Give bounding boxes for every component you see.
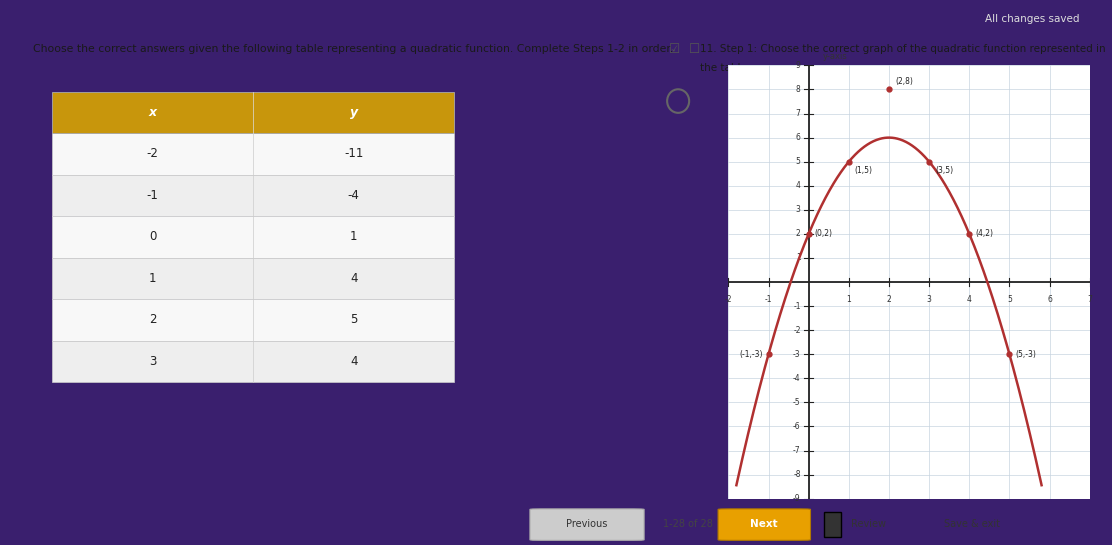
- Text: 1: 1: [350, 231, 357, 243]
- Text: -3: -3: [793, 350, 801, 359]
- Text: 4: 4: [350, 355, 357, 368]
- Text: -4: -4: [348, 189, 359, 202]
- Text: x: x: [149, 106, 157, 119]
- Text: 6: 6: [1048, 295, 1052, 304]
- Text: -2: -2: [793, 326, 801, 335]
- Text: -2: -2: [147, 147, 159, 160]
- Text: -7: -7: [793, 446, 801, 455]
- Text: 4: 4: [966, 295, 972, 304]
- Text: 8: 8: [796, 85, 801, 94]
- Text: -1: -1: [765, 295, 772, 304]
- Text: 9: 9: [796, 61, 801, 70]
- Text: 4: 4: [350, 272, 357, 285]
- Text: 3: 3: [796, 205, 801, 214]
- Text: All changes saved: All changes saved: [984, 14, 1079, 24]
- Text: 7: 7: [796, 109, 801, 118]
- Text: -1: -1: [793, 301, 801, 311]
- Text: (3,5): (3,5): [935, 166, 953, 175]
- Text: -2: -2: [725, 295, 732, 304]
- Text: 1: 1: [846, 295, 851, 304]
- Text: 1-28 of 28: 1-28 of 28: [663, 519, 713, 529]
- Text: 5: 5: [1007, 295, 1012, 304]
- Text: -1: -1: [147, 189, 159, 202]
- Text: 3: 3: [926, 295, 932, 304]
- Text: 6: 6: [796, 133, 801, 142]
- Text: (4,2): (4,2): [975, 229, 993, 238]
- Text: 0: 0: [149, 231, 157, 243]
- Text: 1: 1: [796, 253, 801, 263]
- FancyBboxPatch shape: [52, 341, 454, 382]
- Text: Review: Review: [851, 519, 886, 529]
- Text: y: y: [349, 106, 358, 119]
- FancyBboxPatch shape: [52, 174, 454, 216]
- Text: (0,2): (0,2): [815, 229, 833, 238]
- FancyBboxPatch shape: [52, 133, 454, 174]
- FancyBboxPatch shape: [52, 299, 454, 341]
- Text: 2: 2: [149, 313, 157, 326]
- Text: the table.: the table.: [701, 63, 751, 74]
- Text: y-axis: y-axis: [823, 52, 847, 60]
- Text: ☐: ☐: [689, 43, 701, 56]
- Text: (2,8): (2,8): [895, 77, 913, 86]
- Text: -11: -11: [344, 147, 364, 160]
- Text: (-1,-3): (-1,-3): [739, 350, 763, 359]
- Text: 4: 4: [796, 181, 801, 190]
- Text: 2: 2: [796, 229, 801, 238]
- FancyBboxPatch shape: [52, 92, 454, 133]
- Text: 2: 2: [886, 295, 892, 304]
- Text: Next: Next: [749, 519, 777, 529]
- Text: (1,5): (1,5): [855, 166, 873, 175]
- Text: (5,-3): (5,-3): [1015, 350, 1036, 359]
- Text: Save & exit: Save & exit: [944, 519, 1001, 529]
- Text: -4: -4: [793, 374, 801, 383]
- Text: 3: 3: [149, 355, 157, 368]
- Text: 1: 1: [149, 272, 157, 285]
- Text: 5: 5: [796, 157, 801, 166]
- Text: 7: 7: [1088, 295, 1092, 304]
- FancyBboxPatch shape: [52, 216, 454, 258]
- FancyBboxPatch shape: [718, 509, 811, 540]
- Text: 11. Step 1: Choose the correct graph of the quadratic function represented in: 11. Step 1: Choose the correct graph of …: [701, 45, 1105, 55]
- Text: -9: -9: [793, 494, 801, 503]
- Text: Previous: Previous: [566, 519, 607, 529]
- FancyBboxPatch shape: [530, 509, 644, 540]
- Text: -5: -5: [793, 398, 801, 407]
- FancyBboxPatch shape: [52, 258, 454, 299]
- FancyBboxPatch shape: [824, 512, 841, 537]
- Text: -8: -8: [793, 470, 801, 479]
- Text: 5: 5: [350, 313, 357, 326]
- Text: -6: -6: [793, 422, 801, 431]
- Text: ☑: ☑: [669, 43, 681, 56]
- Text: Choose the correct answers given the following table representing a quadratic fu: Choose the correct answers given the fol…: [32, 45, 673, 55]
